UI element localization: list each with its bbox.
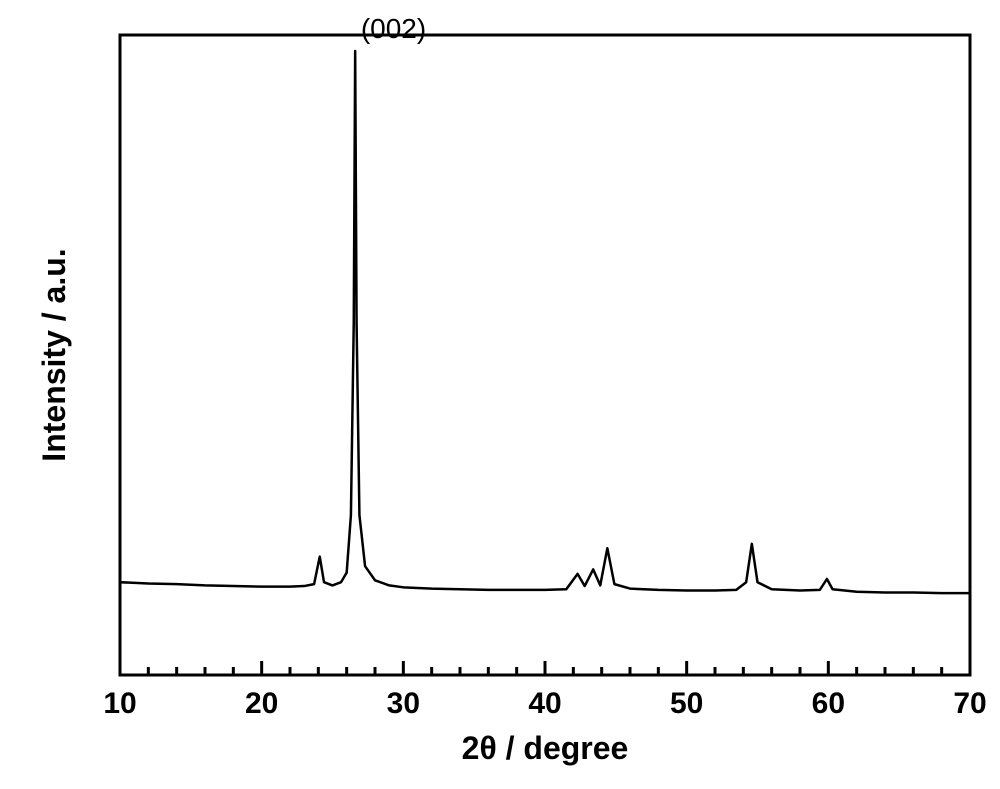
annotations: (002) (361, 13, 426, 44)
x-tick-label: 30 (387, 687, 420, 720)
x-axis-label: 2θ / degree (462, 730, 629, 766)
chart-svg: 10 20 30 40 50 60 70 (002) 2θ / degree Intensi… (0, 0, 1000, 789)
x-axis-tick-labels: 10 20 30 40 50 60 70 (103, 687, 986, 720)
x-tick-label: 20 (245, 687, 278, 720)
xrd-chart: 10 20 30 40 50 60 70 (002) 2θ / degree Intensi… (0, 0, 1000, 789)
x-tick-label: 60 (812, 687, 845, 720)
y-axis-label: Intensity / a.u. (36, 248, 72, 461)
x-tick-label: 50 (670, 687, 703, 720)
x-tick-label: 70 (953, 687, 986, 720)
peak-annotation: (002) (361, 13, 426, 44)
x-tick-label: 40 (528, 687, 561, 720)
plot-background (120, 35, 970, 675)
x-tick-label: 10 (103, 687, 136, 720)
